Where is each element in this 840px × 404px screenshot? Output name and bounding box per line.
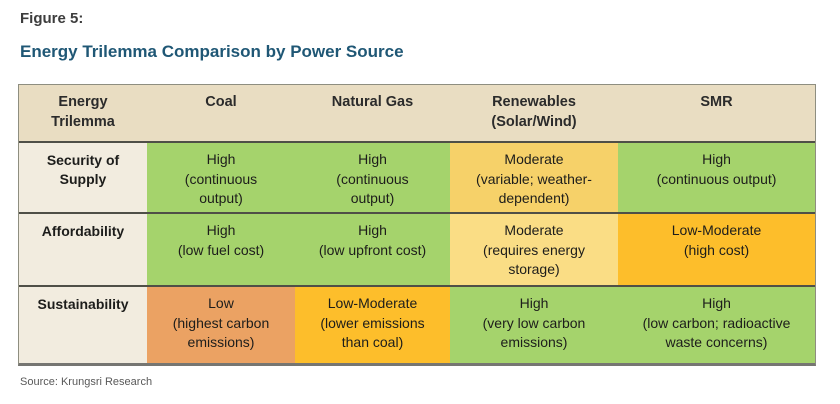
figure-label: Figure 5: <box>20 10 84 27</box>
cell-affordability-renewables: Moderate (requires energy storage) <box>450 214 618 285</box>
row-label-affordability: Affordability <box>19 214 147 285</box>
cell-sustainability-smr: High (low carbon; radioactive waste conc… <box>618 287 815 363</box>
table-header-row: Energy Trilemma Coal Natural Gas Renewab… <box>19 85 815 141</box>
column-header-coal: Coal <box>205 94 237 110</box>
source-note: Source: Krungsri Research <box>20 376 153 388</box>
cell-affordability-natural-gas: High (low upfront cost) <box>295 214 450 285</box>
cell-security-renewables: Moderate (variable; weather- dependent) <box>450 143 618 212</box>
energy-trilemma-table: Energy Trilemma Coal Natural Gas Renewab… <box>18 84 816 366</box>
column-header-natural-gas: Natural Gas <box>331 94 414 110</box>
column-header-smr: SMR <box>700 94 733 110</box>
table-row-affordability: Affordability High (low fuel cost) High … <box>19 212 815 285</box>
cell-affordability-coal: High (low fuel cost) <box>147 214 295 285</box>
table-row-security-of-supply: Security of Supply High (continuous outp… <box>19 141 815 212</box>
figure-title: Energy Trilemma Comparison by Power Sour… <box>20 42 404 61</box>
row-label-sustainability: Sustainability <box>19 287 147 363</box>
column-header-energy-trilemma: Energy Trilemma <box>51 94 115 130</box>
cell-security-smr: High (continuous output) <box>618 143 815 212</box>
row-label-security-of-supply: Security of Supply <box>19 143 147 212</box>
cell-sustainability-coal: Low (highest carbon emissions) <box>147 287 295 363</box>
column-header-renewables: Renewables (Solar/Wind) <box>491 94 577 130</box>
table-row-sustainability: Sustainability Low (highest carbon emiss… <box>19 285 815 363</box>
cell-security-coal: High (continuous output) <box>147 143 295 212</box>
cell-affordability-smr: Low-Moderate (high cost) <box>618 214 815 285</box>
cell-security-natural-gas: High (continuous output) <box>295 143 450 212</box>
cell-sustainability-natural-gas: Low-Moderate (lower emissions than coal) <box>295 287 450 363</box>
cell-sustainability-renewables: High (very low carbon emissions) <box>450 287 618 363</box>
